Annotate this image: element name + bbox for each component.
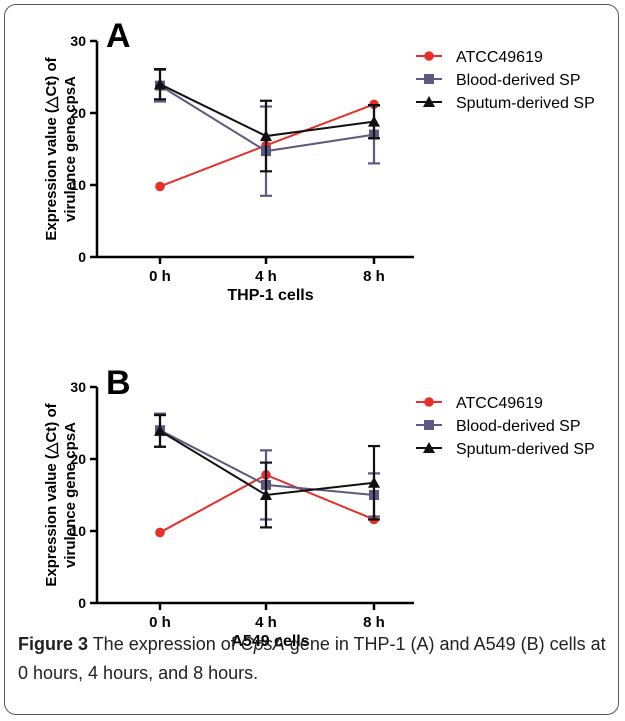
data-point: [155, 527, 165, 538]
legend-swatch-marker: [424, 397, 434, 407]
legend-label: ATCC49619: [456, 49, 543, 66]
legend-swatch-marker: [423, 442, 435, 453]
data-point: [260, 130, 272, 142]
legend-entry: ATCC49619: [416, 49, 543, 66]
series-sputum-derived-sp: [154, 413, 380, 529]
data-point: [154, 424, 166, 436]
x-tick-label: 8 h: [363, 268, 385, 285]
y-tick-label: 10: [70, 523, 86, 539]
legend-entry: Sputum-derived SP: [416, 95, 595, 112]
legend-entry: Blood-derived SP: [416, 72, 581, 89]
x-tick-label: 8 h: [363, 614, 385, 631]
data-point: [154, 78, 166, 90]
panel-label: A: [106, 17, 131, 55]
x-tick-label: 4 h: [255, 268, 277, 285]
caption-gene-name: CpsA: [240, 634, 285, 654]
legend-swatch-marker: [423, 96, 435, 107]
y-axis-title-line: Expression value (△Ct) of: [43, 402, 60, 586]
caption-text-before: The expression of: [88, 634, 241, 654]
data-point: [155, 181, 165, 192]
figure-frame: [4, 4, 619, 715]
figure-caption: Figure 3 The expression of CpsA gene in …: [18, 630, 608, 688]
y-tick-label: 30: [70, 33, 86, 49]
y-axis-title-line: virulence gene cpsA: [62, 422, 79, 568]
legend-label: Blood-derived SP: [456, 418, 581, 435]
data-point: [260, 489, 272, 500]
y-axis-title: Expression value (△Ct) of virulence gene …: [43, 402, 79, 586]
y-axis-title-line: virulence gene cpsA: [62, 76, 79, 222]
x-tick-label: 4 h: [255, 614, 277, 631]
y-tick-label: 10: [70, 177, 86, 193]
y-tick-label: 30: [70, 379, 86, 395]
legend-swatch-marker: [424, 74, 434, 84]
y-tick-label: 0: [78, 249, 86, 265]
x-axis-title: A549 cells: [231, 633, 309, 650]
legend-entry: Blood-derived SP: [416, 418, 581, 435]
caption-text-after: gene in THP-1 (A) and A549 (B) cells at …: [18, 634, 606, 683]
y-tick-label: 20: [70, 105, 86, 121]
data-point: [368, 115, 380, 127]
x-axis-title: THP-1 cells: [227, 287, 313, 304]
y-tick-label: 20: [70, 451, 86, 467]
x-tick-label: 0 h: [149, 268, 171, 285]
series-sputum-derived-sp: [154, 67, 380, 173]
legend-label: Sputum-derived SP: [456, 441, 595, 458]
legend-label: ATCC49619: [456, 395, 543, 412]
chart-panel-a: A 0 10 20 30 0 h 4 h 8 h THP-1 cells Expression v…: [43, 17, 595, 304]
chart-panel-b: B 0 10 20 30 0 h 4 h 8 h A549 cells Expression va…: [43, 364, 595, 650]
y-tick-label: 0: [78, 595, 86, 611]
legend-swatch-marker: [424, 51, 434, 61]
legend-swatch-marker: [424, 420, 434, 430]
legend-label: Blood-derived SP: [456, 72, 581, 89]
x-tick-label: 0 h: [149, 614, 171, 631]
panel-label: B: [106, 364, 131, 402]
data-point: [368, 476, 380, 488]
figure-label: Figure 3: [18, 634, 89, 654]
y-axis-title: Expression value (△Ct) of virulence gene …: [43, 56, 79, 240]
legend-entry: ATCC49619: [416, 395, 543, 412]
legend-label: Sputum-derived SP: [456, 95, 595, 112]
legend-entry: Sputum-derived SP: [416, 441, 595, 458]
y-axis-title-line: Expression value (△Ct) of: [43, 56, 60, 240]
